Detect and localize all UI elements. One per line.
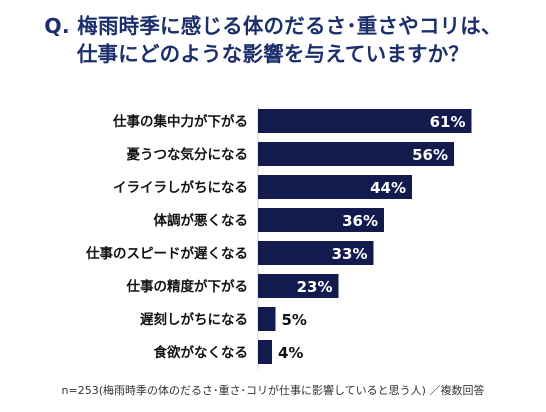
category-label: 仕事の集中力が下がる: [112, 113, 248, 130]
value-label: 61%: [430, 113, 466, 131]
value-label: 5%: [282, 311, 307, 329]
bar: [258, 274, 339, 298]
value-label: 4%: [278, 344, 303, 362]
bar: [258, 241, 374, 265]
category-label: 仕事の精度が下がる: [126, 278, 249, 295]
value-label: 36%: [342, 212, 378, 230]
bar: [258, 307, 276, 331]
category-label: 遅刻しがちになる: [140, 311, 248, 328]
bar: [258, 340, 272, 364]
chart-title: Q. 梅雨時季に感じる体のだるさ･重さやコリは、 仕事にどのような影響を与えてい…: [0, 12, 546, 68]
value-label: 23%: [297, 278, 333, 296]
footnote: n=253(梅雨時季の体のだるさ･重さ･コリが仕事に影響していると思う人) ／複…: [61, 384, 485, 397]
title-line-1: Q. 梅雨時季に感じる体のだるさ･重さやコリは、: [44, 14, 502, 38]
title-line-2: 仕事にどのような影響を与えていますか？: [76, 42, 470, 66]
category-label: 体調が悪くなる: [154, 212, 249, 229]
bar: [258, 175, 412, 199]
category-label: 仕事のスピードが遅くなる: [85, 245, 248, 262]
value-label: 33%: [332, 245, 368, 263]
value-label: 44%: [370, 179, 406, 197]
value-label: 56%: [412, 146, 448, 164]
category-label: 食欲がなくなる: [154, 344, 249, 361]
bar: [258, 208, 384, 232]
bar: [258, 142, 454, 166]
category-label: 憂うつな気分になる: [127, 146, 249, 163]
bar-chart: 仕事の集中力が下がる 61% 憂うつな気分になる 56% イライラしがちになる 44% 体調…: [85, 105, 472, 369]
bar: [258, 109, 472, 133]
category-label: イライラしがちになる: [113, 179, 248, 196]
